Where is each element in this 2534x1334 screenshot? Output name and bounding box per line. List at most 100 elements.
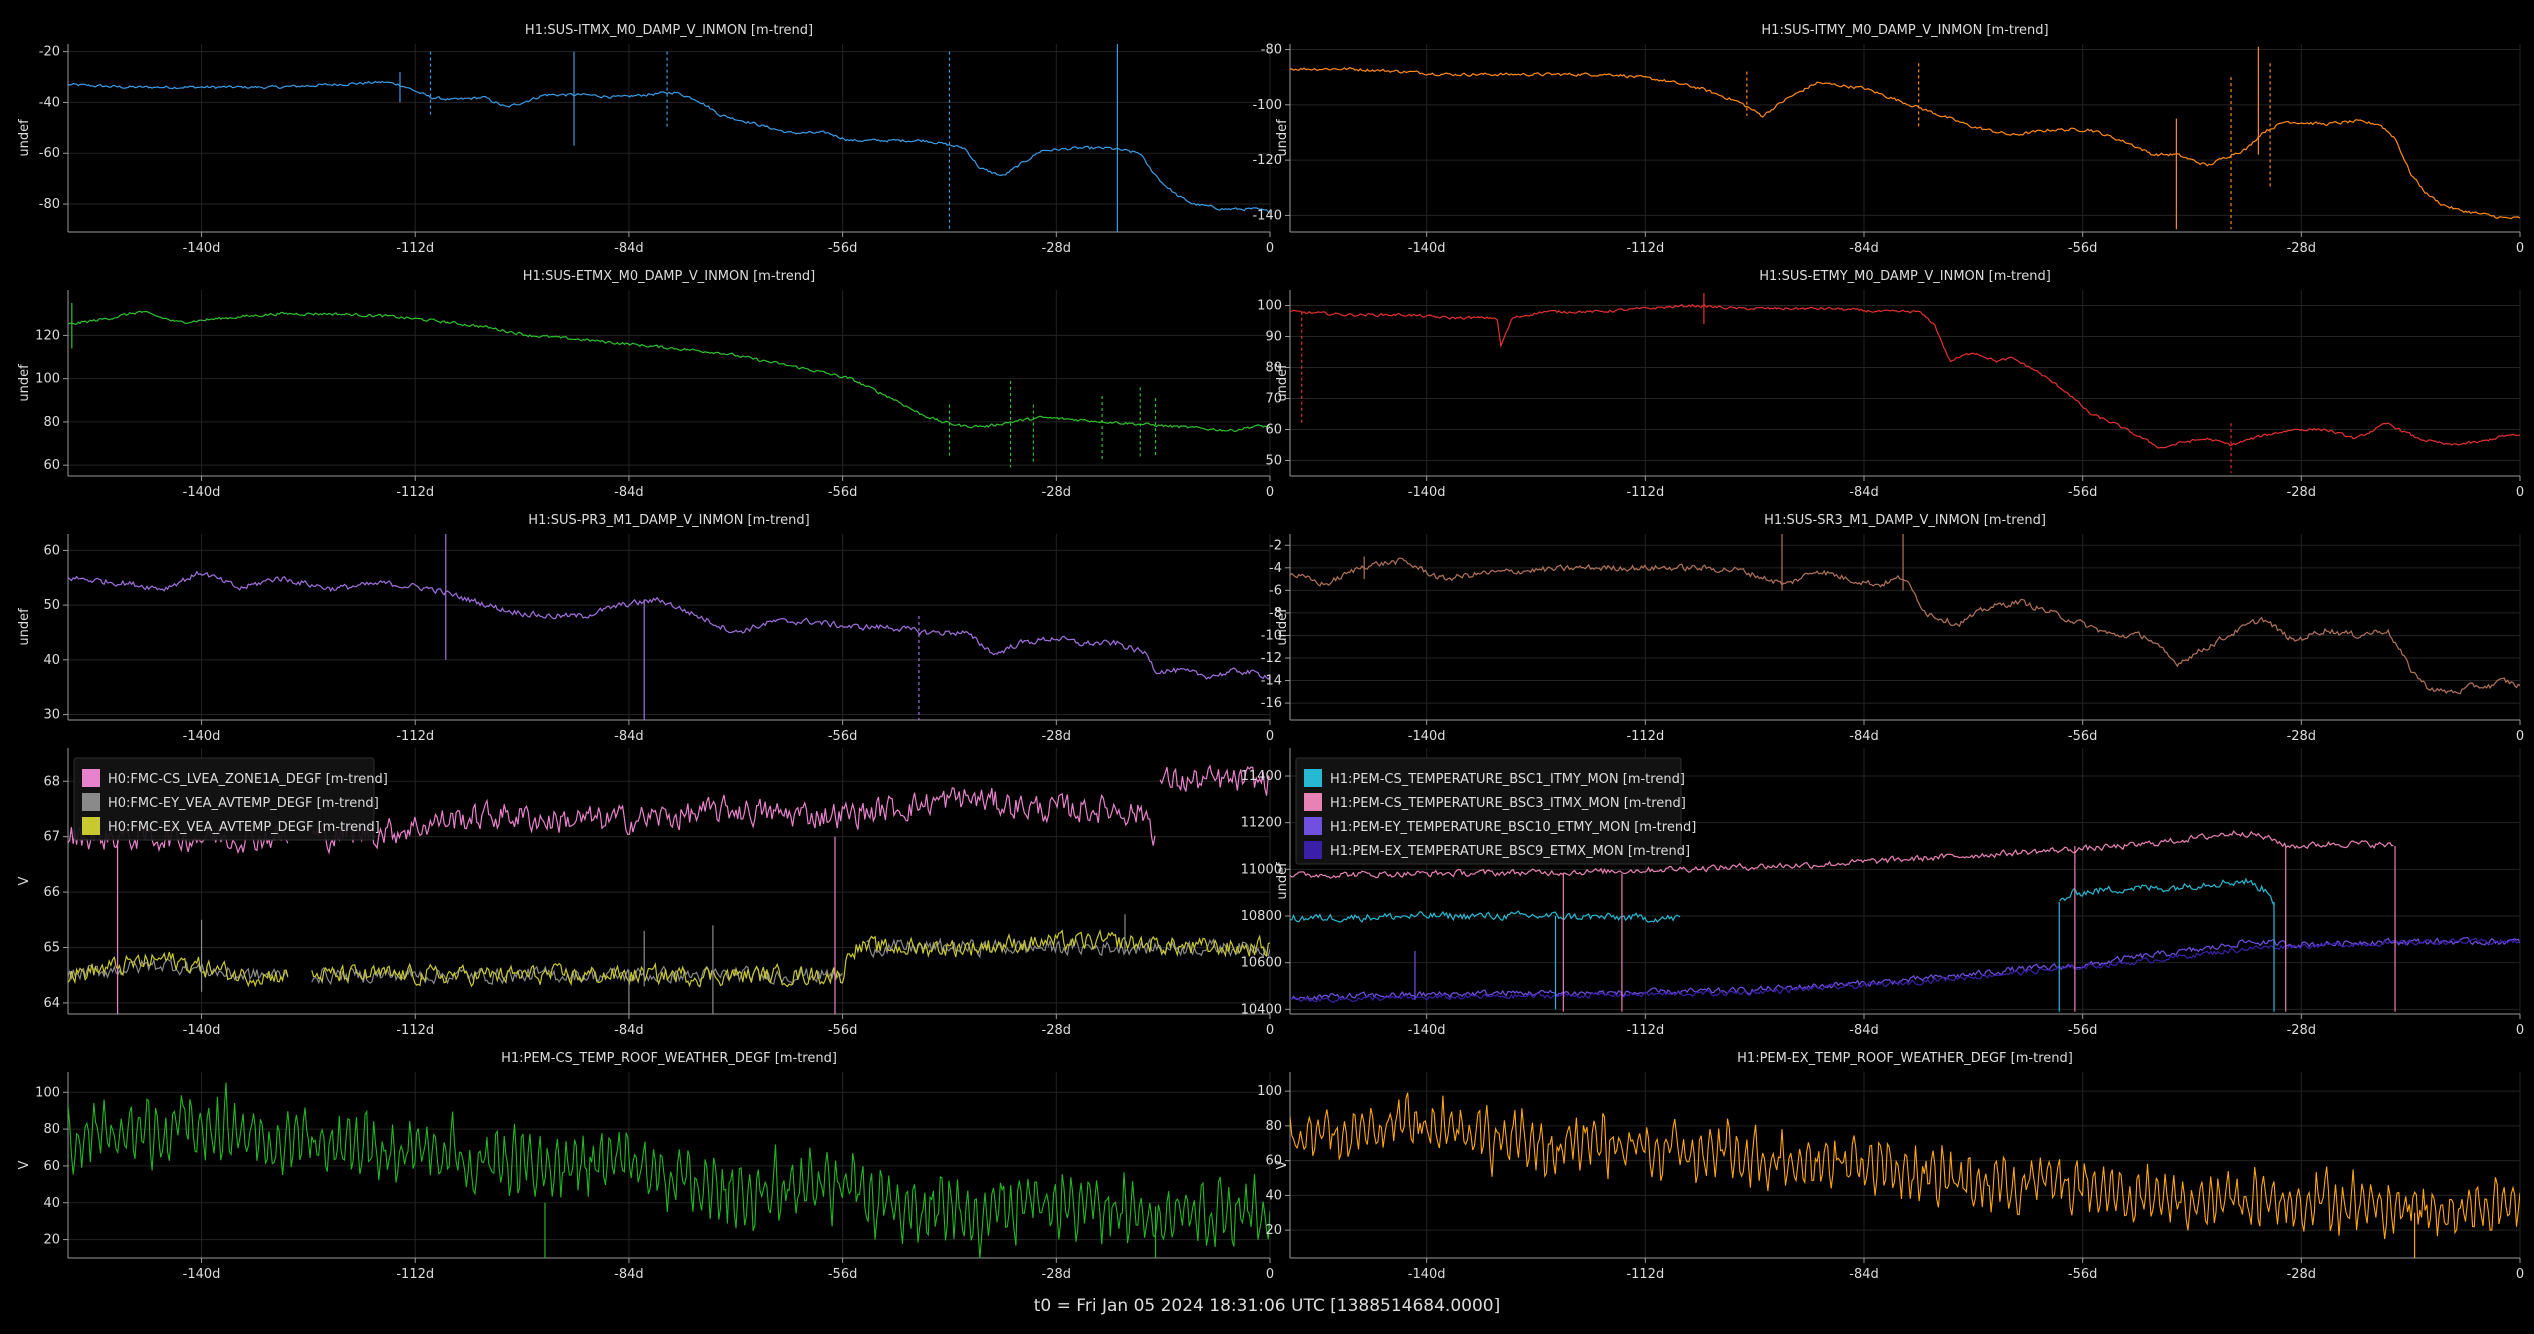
y-tick-label: 66 bbox=[43, 885, 60, 900]
x-tick-label: -56d bbox=[828, 241, 858, 256]
y-tick-label: -12 bbox=[1261, 651, 1282, 666]
x-tick-label: -84d bbox=[614, 729, 644, 744]
chart-title: H1:SUS-SR3_M1_DAMP_V_INMON [m-trend] bbox=[1764, 513, 2046, 528]
series-line-2 bbox=[1290, 830, 2394, 879]
x-tick-label: -28d bbox=[1042, 1023, 1072, 1038]
y-axis-label: undef bbox=[1275, 364, 1290, 402]
x-tick-label: -112d bbox=[1626, 1023, 1664, 1038]
y-tick-label: -20 bbox=[39, 45, 60, 60]
x-tick-label: -28d bbox=[1042, 729, 1072, 744]
series-line-1 bbox=[1290, 67, 2520, 220]
x-tick-label: -56d bbox=[2068, 241, 2098, 256]
y-tick-label: 10600 bbox=[1241, 956, 1282, 971]
y-tick-label: 11400 bbox=[1241, 769, 1282, 784]
x-tick-label: -140d bbox=[183, 485, 221, 500]
chart-panel-9: H1:PEM-CS_TEMP_ROOF_WEATHER_DEGF [m-tren… bbox=[17, 1051, 1274, 1282]
x-tick-label: 0 bbox=[1266, 1267, 1274, 1282]
legend-label: H0:FMC-EX_VEA_AVTEMP_DEGF [m-trend] bbox=[108, 820, 380, 835]
x-tick-label: -140d bbox=[1408, 729, 1446, 744]
y-tick-label: -60 bbox=[39, 146, 60, 161]
y-tick-label: 70 bbox=[1265, 392, 1282, 407]
y-tick-label: 10400 bbox=[1241, 1002, 1282, 1017]
x-tick-label: -84d bbox=[614, 241, 644, 256]
chart-title: H1:SUS-PR3_M1_DAMP_V_INMON [m-trend] bbox=[528, 513, 809, 528]
chart-panel-7: V -140d -112d -84d -56d -28d 0 68 67 66 65 64 H0:FMC… bbox=[17, 748, 1274, 1038]
x-tick-label: -28d bbox=[1042, 1267, 1072, 1282]
y-tick-label: 60 bbox=[43, 543, 60, 558]
legend: H1:PEM-CS_TEMPERATURE_BSC1_ITMY_MON [m-t… bbox=[1295, 757, 1696, 865]
y-tick-label: 80 bbox=[43, 1122, 60, 1137]
y-tick-label: 50 bbox=[1265, 454, 1282, 469]
chart-panel-3: H1:SUS-ETMX_M0_DAMP_V_INMON [m-trend] und… bbox=[17, 269, 1274, 500]
x-tick-label: -28d bbox=[2287, 1023, 2317, 1038]
y-tick-label: 60 bbox=[43, 1159, 60, 1174]
series-line-1 bbox=[68, 310, 1270, 433]
y-axis-label: V bbox=[1275, 1160, 1290, 1169]
x-tick-label: -112d bbox=[396, 485, 434, 500]
y-tick-label: -140 bbox=[1252, 208, 1282, 223]
y-tick-label: 60 bbox=[1265, 1154, 1282, 1169]
y-tick-label: 120 bbox=[35, 328, 60, 343]
legend-swatch bbox=[1304, 817, 1322, 835]
legend-swatch bbox=[82, 769, 100, 787]
time-origin-footer: t0 = Fri Jan 05 2024 18:31:06 UTC [13885… bbox=[1033, 1296, 1501, 1316]
legend-label: H1:PEM-EX_TEMPERATURE_BSC9_ETMX_MON [m-t… bbox=[1330, 844, 1690, 859]
x-tick-label: 0 bbox=[2516, 485, 2524, 500]
y-tick-label: -4 bbox=[1269, 561, 1282, 576]
y-tick-label: -120 bbox=[1252, 153, 1282, 168]
y-axis-label: V bbox=[17, 1160, 32, 1169]
y-tick-label: -8 bbox=[1269, 606, 1282, 621]
legend-swatch bbox=[1304, 769, 1322, 787]
chart-title: H1:PEM-EX_TEMP_ROOF_WEATHER_DEGF [m-tren… bbox=[1737, 1051, 2073, 1066]
series-line-4 bbox=[1290, 937, 2520, 1004]
x-tick-label: -28d bbox=[2287, 1267, 2317, 1282]
plot-area bbox=[68, 1082, 1270, 1258]
series-line-1 bbox=[1290, 557, 2520, 695]
y-tick-label: 100 bbox=[1257, 299, 1282, 314]
y-axis-label: undef bbox=[17, 119, 32, 157]
legend-label: H1:PEM-CS_TEMPERATURE_BSC3_ITMX_MON [m-t… bbox=[1330, 796, 1686, 811]
y-tick-label: 40 bbox=[1265, 1188, 1282, 1203]
legend-label: H0:FMC-EY_VEA_AVTEMP_DEGF [m-trend] bbox=[108, 796, 379, 811]
y-axis-label: undef bbox=[1275, 608, 1290, 646]
y-tick-label: 100 bbox=[35, 1085, 60, 1100]
x-tick-label: -112d bbox=[1626, 241, 1664, 256]
y-tick-label: 100 bbox=[35, 372, 60, 387]
y-tick-label: 11200 bbox=[1241, 816, 1282, 831]
y-tick-label: -40 bbox=[39, 95, 60, 110]
y-tick-label: -80 bbox=[39, 197, 60, 212]
x-tick-label: -112d bbox=[1626, 729, 1664, 744]
x-tick-label: -28d bbox=[1042, 485, 1072, 500]
legend-swatch bbox=[1304, 841, 1322, 859]
legend-label: H1:PEM-EY_TEMPERATURE_BSC10_ETMY_MON [m-… bbox=[1330, 820, 1696, 835]
y-tick-label: 80 bbox=[1265, 1119, 1282, 1134]
x-tick-label: -84d bbox=[1849, 485, 1879, 500]
x-tick-label: 0 bbox=[2516, 1267, 2524, 1282]
x-tick-label: -140d bbox=[1408, 241, 1446, 256]
y-axis-label: undef bbox=[1275, 119, 1290, 157]
y-tick-label: 40 bbox=[43, 1196, 60, 1211]
y-axis-label: undef bbox=[17, 608, 32, 646]
x-tick-label: -56d bbox=[828, 1023, 858, 1038]
x-tick-label: -56d bbox=[828, 729, 858, 744]
legend: H0:FMC-CS_LVEA_ZONE1A_DEGF [m-trend] H0:F… bbox=[73, 757, 388, 841]
plot-area bbox=[1290, 534, 2520, 695]
x-tick-label: -28d bbox=[2287, 485, 2317, 500]
x-tick-label: -112d bbox=[396, 1267, 434, 1282]
x-tick-label: -28d bbox=[2287, 241, 2317, 256]
y-tick-label: 64 bbox=[43, 996, 60, 1011]
y-tick-label: 10800 bbox=[1241, 909, 1282, 924]
x-tick-label: -56d bbox=[2068, 729, 2098, 744]
x-tick-label: -112d bbox=[1626, 485, 1664, 500]
legend-swatch bbox=[82, 817, 100, 835]
x-tick-label: -84d bbox=[1849, 1267, 1879, 1282]
plot-area bbox=[1290, 1092, 2520, 1258]
x-tick-label: -140d bbox=[183, 1023, 221, 1038]
y-tick-label: 11000 bbox=[1241, 862, 1282, 877]
y-tick-label: -2 bbox=[1269, 538, 1282, 553]
x-tick-label: -84d bbox=[614, 1023, 644, 1038]
series-line-1 bbox=[68, 1082, 1270, 1258]
series-line-1 bbox=[68, 80, 1270, 214]
plot-area bbox=[1290, 293, 2520, 473]
x-tick-label: -56d bbox=[828, 485, 858, 500]
